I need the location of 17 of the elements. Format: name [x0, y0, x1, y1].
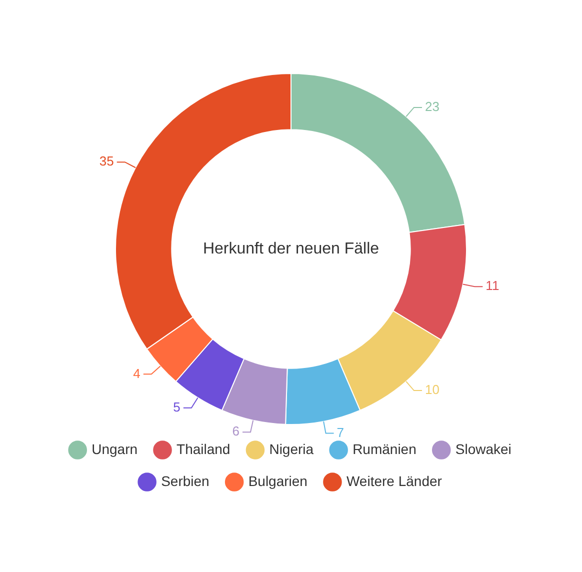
data-label: 4 — [133, 366, 140, 381]
legend-label: Slowakei — [455, 440, 512, 457]
data-label: 11 — [486, 278, 500, 294]
legend-label: Rumänien — [352, 440, 416, 457]
data-label: 35 — [99, 154, 114, 169]
data-label: 7 — [336, 424, 344, 440]
legend-label: Serbien — [161, 472, 210, 489]
text: Herkunft der neuen Fälle — [202, 240, 380, 258]
data-label: 23 — [424, 99, 440, 114]
legend-label: Weitere Länder — [346, 472, 442, 489]
data-label: 5 — [173, 399, 180, 414]
legend-label: Ungarn — [92, 440, 138, 457]
legend-label: Bulgarien — [248, 472, 308, 489]
data-label: 6 — [232, 424, 240, 439]
data-label: 10 — [424, 382, 440, 398]
legend-label: Nigeria — [269, 440, 314, 457]
legend-label: Thailand — [176, 440, 230, 457]
